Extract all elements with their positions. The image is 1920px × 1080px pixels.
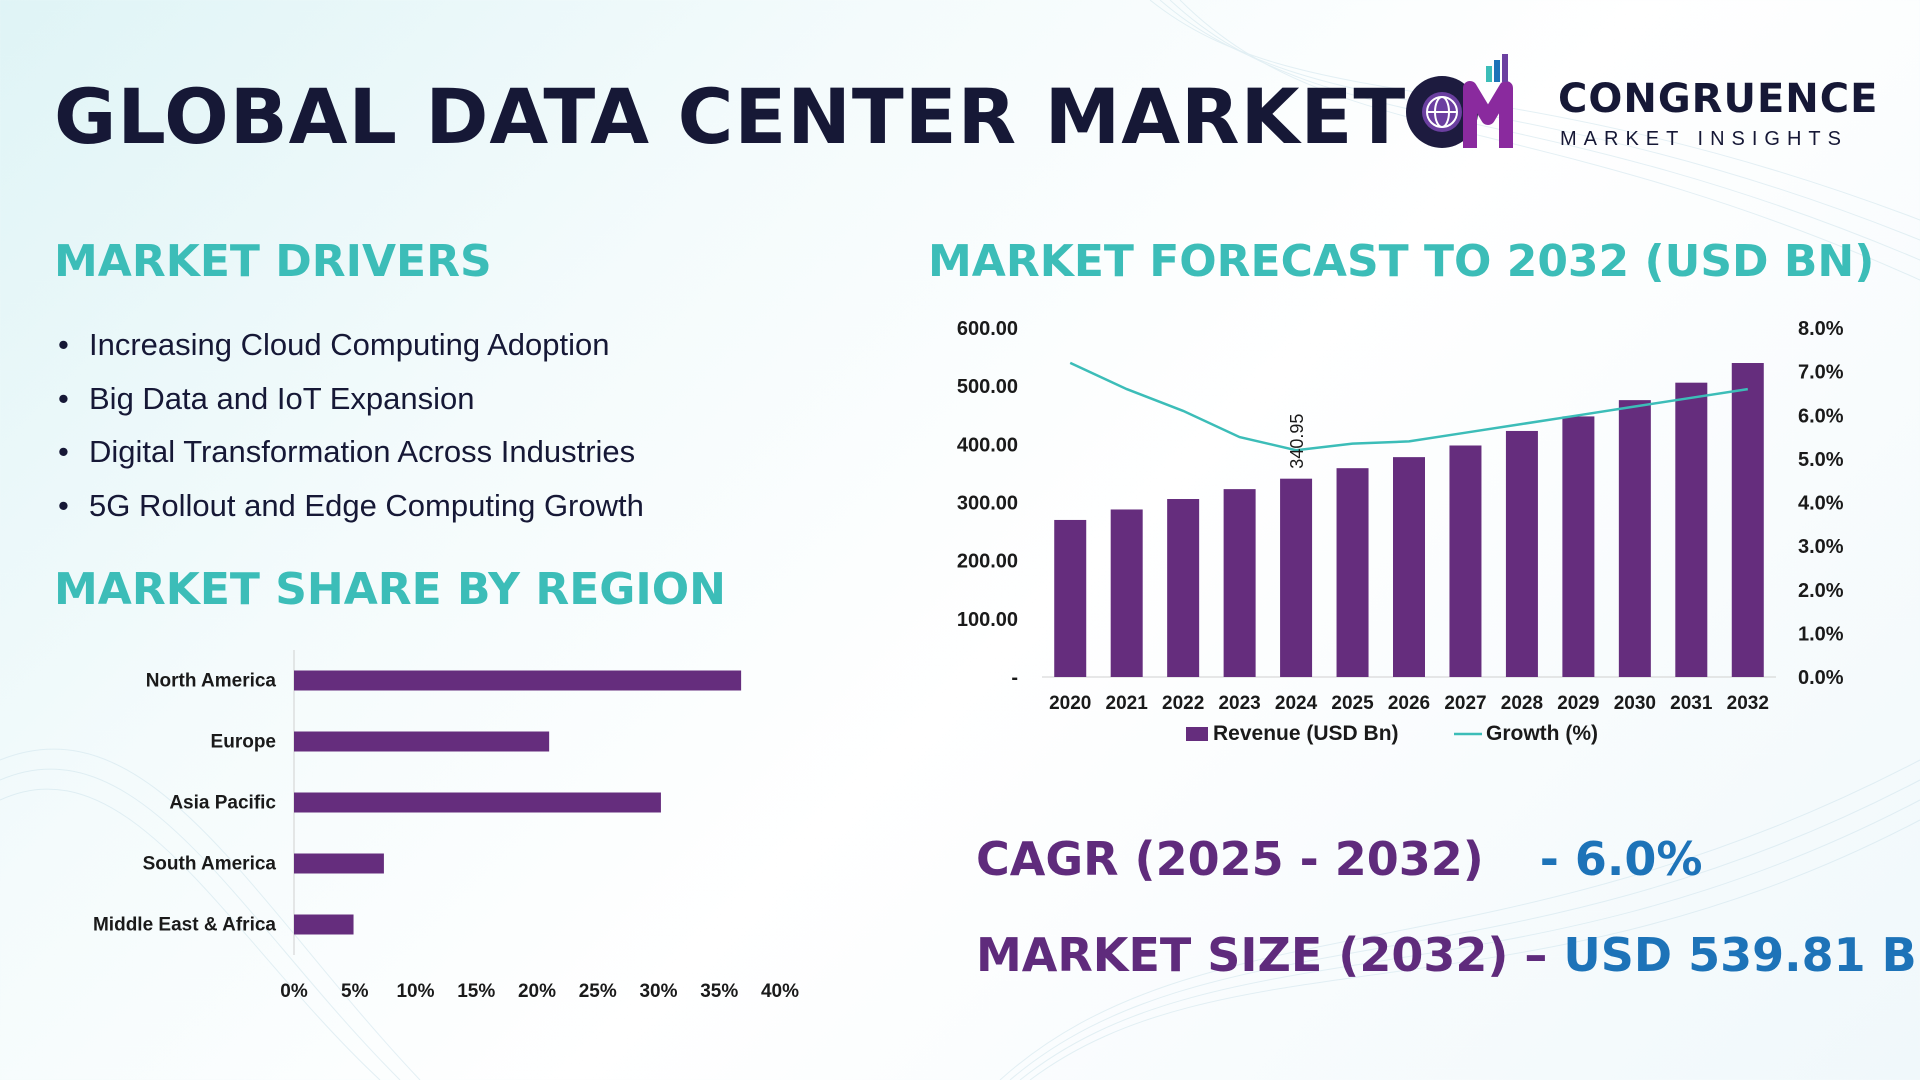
forecast-x-tick: 2032 bbox=[1727, 693, 1769, 714]
legend-revenue-label: Revenue (USD Bn) bbox=[1213, 722, 1399, 745]
forecast-x-tick: 2030 bbox=[1614, 693, 1656, 714]
data-label: 340.95 bbox=[1287, 414, 1307, 469]
revenue-bar bbox=[1675, 382, 1708, 677]
growth-line bbox=[1069, 361, 1748, 452]
drivers-heading: MARKET DRIVERS bbox=[54, 236, 492, 287]
bullet-icon: • bbox=[58, 487, 69, 523]
driver-item: • Increasing Cloud Computing Adoption bbox=[58, 318, 644, 372]
driver-text: Digital Transformation Across Industries bbox=[89, 434, 636, 469]
region-category-label: North America bbox=[146, 671, 277, 692]
forecast-y-tick: 100.00 bbox=[957, 609, 1018, 631]
revenue-bar bbox=[1280, 478, 1313, 677]
forecast-y-tick: 300.00 bbox=[957, 493, 1018, 515]
region-x-tick: 30% bbox=[639, 981, 677, 1000]
region-category-label: Europe bbox=[211, 732, 276, 753]
region-x-tick: 15% bbox=[457, 981, 495, 1000]
region-heading: MARKET SHARE BY REGION bbox=[54, 564, 726, 615]
cagr-label: CAGR (2025 - 2032) bbox=[976, 832, 1484, 886]
revenue-bar bbox=[1505, 430, 1538, 677]
forecast-y2-tick: 1.0% bbox=[1798, 623, 1844, 645]
region-x-tick: 25% bbox=[579, 981, 617, 1000]
forecast-x-tick: 2028 bbox=[1501, 693, 1543, 714]
region-bar bbox=[294, 792, 661, 813]
legend-revenue-swatch bbox=[1186, 727, 1208, 741]
revenue-bar bbox=[1167, 499, 1200, 677]
forecast-y-tick: 600.00 bbox=[957, 318, 1018, 340]
forecast-y2-tick: 7.0% bbox=[1798, 362, 1844, 384]
drivers-list: • Increasing Cloud Computing Adoption • Bi… bbox=[58, 318, 644, 532]
market-size-kpi: MARKET SIZE (2032) – USD 539.81 BN bbox=[976, 928, 1920, 982]
cagr-value: - 6.0% bbox=[1539, 832, 1703, 886]
driver-text: Increasing Cloud Computing Adoption bbox=[89, 327, 610, 362]
forecast-x-tick: 2023 bbox=[1218, 693, 1260, 714]
region-category-label: Asia Pacific bbox=[169, 793, 276, 814]
logo-tagline: MARKET INSIGHTS bbox=[1560, 128, 1848, 150]
forecast-y2-tick: 0.0% bbox=[1798, 667, 1844, 689]
market-size-value: USD 539.81 BN bbox=[1563, 928, 1920, 982]
logo-mark-icon bbox=[1406, 54, 1513, 148]
forecast-x-tick: 2022 bbox=[1162, 693, 1204, 714]
region-x-tick: 35% bbox=[700, 981, 738, 1000]
logo-name: CONGRUENCE bbox=[1558, 76, 1879, 122]
forecast-y2-tick: 2.0% bbox=[1798, 580, 1844, 602]
revenue-bar bbox=[1110, 509, 1143, 677]
region-x-tick: 10% bbox=[396, 981, 434, 1000]
cagr-kpi: CAGR (2025 - 2032) - 6.0% bbox=[976, 832, 1702, 886]
region-share-chart: North America Europe Asia Pacific South Ame… bbox=[93, 650, 799, 1000]
forecast-y-tick: 400.00 bbox=[957, 434, 1018, 456]
forecast-x-tick: 2020 bbox=[1049, 693, 1091, 714]
region-x-tick: 0% bbox=[280, 981, 308, 1000]
driver-text: Big Data and IoT Expansion bbox=[89, 380, 475, 416]
forecast-x-tick: 2029 bbox=[1557, 693, 1599, 714]
region-category-label: South America bbox=[143, 854, 277, 875]
forecast-chart: - 100.00 200.00 300.00 400.00 500.00 600.00 0.0… bbox=[957, 318, 1844, 745]
forecast-y2-tick: 8.0% bbox=[1798, 318, 1844, 340]
market-size-label: MARKET SIZE (2032) – bbox=[976, 928, 1548, 982]
forecast-x-tick: 2025 bbox=[1331, 693, 1374, 714]
revenue-bar bbox=[1393, 457, 1425, 677]
revenue-bar bbox=[1336, 468, 1369, 677]
region-bar bbox=[294, 670, 742, 691]
forecast-y2-tick: 5.0% bbox=[1798, 449, 1844, 471]
region-x-tick: 20% bbox=[518, 981, 556, 1000]
region-bar bbox=[294, 853, 384, 874]
driver-item: • 5G Rollout and Edge Computing Growth bbox=[58, 479, 644, 533]
driver-item: • Digital Transformation Across Industrie… bbox=[58, 425, 644, 479]
bullet-icon: • bbox=[58, 380, 69, 416]
forecast-y-tick: 500.00 bbox=[957, 376, 1018, 398]
revenue-bar bbox=[1449, 445, 1482, 677]
forecast-x-tick: 2026 bbox=[1388, 693, 1430, 714]
forecast-x-tick: 2027 bbox=[1444, 693, 1486, 714]
forecast-x-tick: 2031 bbox=[1670, 693, 1713, 714]
driver-text: 5G Rollout and Edge Computing Growth bbox=[89, 487, 644, 523]
forecast-y2-tick: 4.0% bbox=[1798, 493, 1844, 515]
region-bar bbox=[294, 731, 550, 752]
region-x-tick: 40% bbox=[761, 981, 799, 1000]
forecast-x-tick: 2024 bbox=[1275, 693, 1318, 714]
region-category-label: Middle East & Africa bbox=[93, 915, 276, 936]
company-logo: CONGRUENCE MARKET INSIGHTS bbox=[1400, 52, 1880, 162]
forecast-y-tick: 200.00 bbox=[957, 551, 1018, 573]
bullet-icon: • bbox=[58, 327, 69, 362]
region-bar bbox=[294, 914, 354, 935]
forecast-y2-tick: 6.0% bbox=[1798, 405, 1844, 427]
revenue-bar bbox=[1054, 519, 1087, 677]
revenue-bar bbox=[1562, 416, 1595, 677]
revenue-bar bbox=[1223, 489, 1256, 677]
forecast-heading: MARKET FORECAST TO 2032 (USD BN) bbox=[928, 236, 1875, 287]
forecast-x-tick: 2021 bbox=[1106, 693, 1149, 714]
revenue-bar bbox=[1731, 363, 1764, 677]
region-x-tick: 5% bbox=[341, 981, 369, 1000]
driver-item: • Big Data and IoT Expansion bbox=[58, 372, 644, 426]
bullet-icon: • bbox=[58, 434, 69, 469]
page-title: GLOBAL DATA CENTER MARKET bbox=[54, 72, 1407, 161]
forecast-y2-tick: 3.0% bbox=[1798, 536, 1844, 558]
legend-growth-label: Growth (%) bbox=[1486, 722, 1598, 745]
revenue-bar bbox=[1618, 400, 1651, 677]
forecast-y-tick: - bbox=[1011, 667, 1018, 689]
